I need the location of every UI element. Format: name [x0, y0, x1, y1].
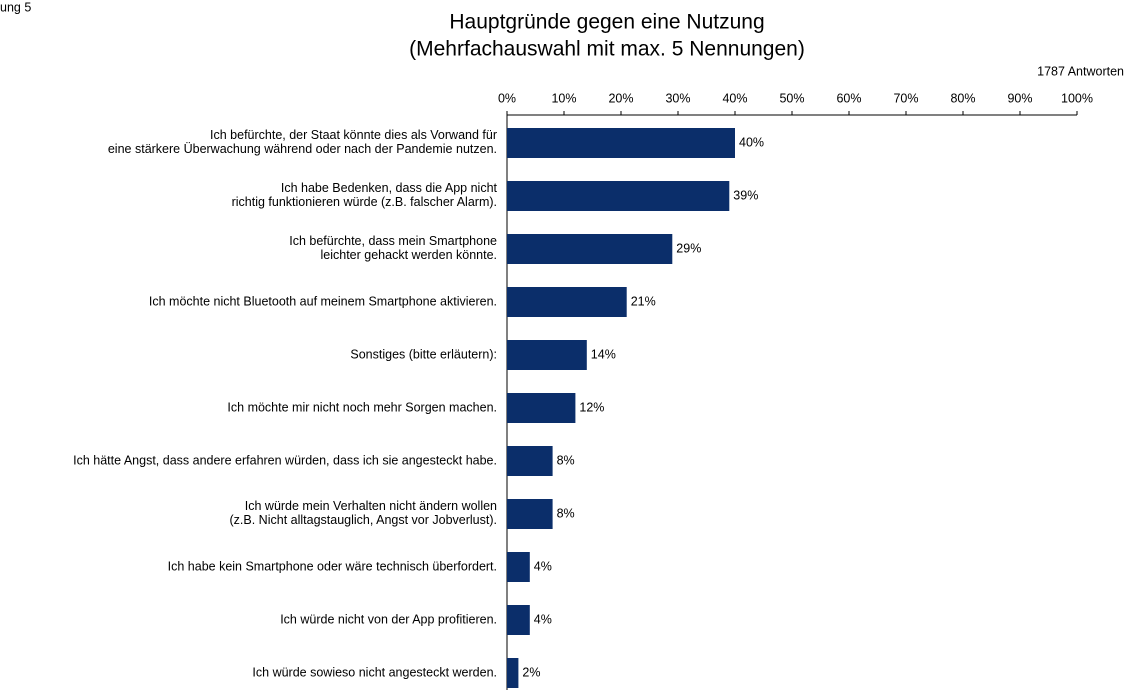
chart-title: Hauptgründe gegen eine Nutzung (Mehrfacha…: [409, 10, 805, 60]
category-label: Ich würde mein Verhalten nicht ändern wo…: [230, 499, 498, 527]
x-tick-label: 50%: [779, 91, 804, 105]
category-label: Ich befürchte, dass mein Smartphone leich…: [289, 234, 497, 262]
bar: [507, 605, 530, 635]
x-tick-label: 70%: [893, 91, 918, 105]
chart-subtitle: 1787 Antworten: [1037, 64, 1124, 78]
bar: [507, 287, 627, 317]
value-label: 12%: [579, 400, 604, 414]
bar: [507, 446, 553, 476]
category-label: Ich befürchte, der Staat könnte dies als…: [108, 128, 497, 156]
value-label: 21%: [631, 294, 656, 308]
value-label: 14%: [591, 347, 616, 361]
category-label: Ich habe Bedenken, dass die App nicht ric…: [232, 181, 498, 209]
category-label: Ich möchte mir nicht noch mehr Sorgen ma…: [227, 400, 497, 414]
bar: [507, 128, 735, 158]
x-tick-label: 10%: [551, 91, 576, 105]
x-tick-label: 40%: [722, 91, 747, 105]
x-tick-label: 100%: [1061, 91, 1093, 105]
value-label: 40%: [739, 135, 764, 149]
category-label: Ich habe kein Smartphone oder wäre techn…: [168, 559, 497, 573]
x-tick-label: 0%: [498, 91, 516, 105]
category-label: Sonstiges (bitte erläutern):: [350, 347, 497, 361]
value-label: 8%: [557, 453, 575, 467]
bar: [507, 234, 673, 264]
x-tick-label: 20%: [608, 91, 633, 105]
x-tick-label: 60%: [836, 91, 861, 105]
category-label: Ich würde sowieso nicht angesteckt werde…: [252, 665, 497, 679]
category-label: Ich würde nicht von der App profitieren.: [280, 612, 497, 626]
bar: [507, 340, 587, 370]
x-tick-label: 80%: [950, 91, 975, 105]
category-label: Ich möchte nicht Bluetooth auf meinem Sm…: [149, 294, 497, 308]
bar: [507, 552, 530, 582]
x-tick-label: 30%: [665, 91, 690, 105]
caption: ung 5: [0, 0, 31, 14]
bar: [507, 658, 519, 688]
value-label: 8%: [557, 506, 575, 520]
category-label: Ich hätte Angst, dass andere erfahren wü…: [73, 453, 497, 467]
value-label: 4%: [534, 612, 552, 626]
bar: [507, 181, 730, 211]
value-label: 39%: [733, 188, 758, 202]
value-label: 4%: [534, 559, 552, 573]
value-label: 2%: [522, 665, 540, 679]
x-tick-label: 90%: [1007, 91, 1032, 105]
value-label: 29%: [676, 241, 701, 255]
bar: [507, 499, 553, 529]
bar: [507, 393, 576, 423]
